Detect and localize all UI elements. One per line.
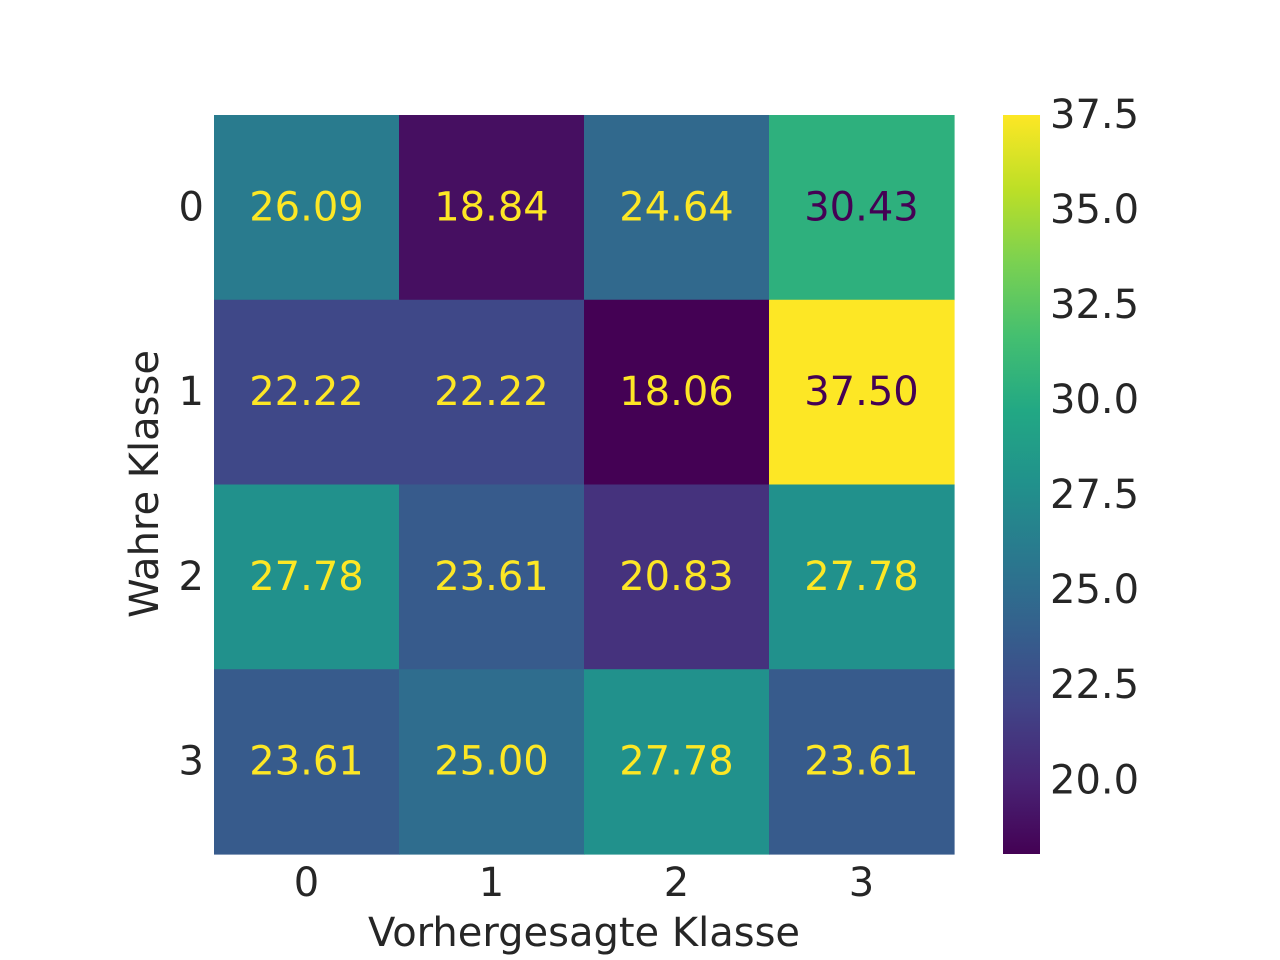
colorbar-tick-label-3: 27.5	[1050, 472, 1139, 518]
colorbar-tick-label-6: 35.0	[1050, 187, 1139, 233]
colorbar-tick-label-0: 20.0	[1050, 757, 1139, 803]
heatmap-cell-r3-c3	[769, 669, 955, 855]
colorbar-ticks: 20.0 22.5 25.0 27.5 30.0 32.5 35.0 37.5	[1050, 92, 1139, 803]
colorbar	[1003, 115, 1040, 854]
x-axis-ticks: 0 1 2 3	[294, 860, 874, 906]
heatmap-cell-label-r1-c0: 22.22	[249, 369, 364, 415]
heatmap-cell-r3-c2	[584, 669, 770, 855]
y-tick-label-2: 2	[179, 554, 204, 600]
heatmap-cell-label-r3-c1: 25.00	[434, 739, 549, 785]
y-axis-label: Wahre Klasse	[122, 350, 168, 618]
y-tick-label-0: 0	[179, 184, 204, 230]
heatmap-cell-label-r1-c3: 37.50	[804, 369, 919, 415]
heatmap-cell-r1-c1	[399, 299, 585, 486]
heatmap-cell-r1-c2	[584, 299, 770, 486]
heatmap-cell-r1-c0	[214, 299, 400, 486]
heatmap-cell-r3-c0	[214, 669, 400, 855]
heatmap-cell-label-r1-c1: 22.22	[434, 369, 549, 415]
heatmap-cell-r2-c2	[584, 484, 770, 670]
heatmap-cell-label-r0-c2: 24.64	[619, 184, 734, 230]
heatmap-cell-label-r0-c1: 18.84	[434, 184, 549, 230]
heatmap-cell-label-r3-c3: 23.61	[804, 739, 919, 785]
x-axis-label: Vorhergesagte Klasse	[368, 910, 800, 956]
heatmap-cell-r2-c3	[769, 484, 955, 670]
y-axis-ticks: 0 1 2 3	[179, 184, 204, 784]
heatmap-cell-label-r0-c3: 30.43	[804, 184, 919, 230]
heatmap-cell-r1-c3	[769, 299, 955, 486]
heatmap-cell-label-r2-c1: 23.61	[434, 554, 549, 600]
heatmap-cell-r0-c3	[769, 115, 955, 301]
heatmap-cell-label-r1-c2: 18.06	[619, 369, 734, 415]
x-tick-label-3: 3	[849, 860, 874, 906]
y-tick-label-1: 1	[179, 369, 204, 415]
heatmap-cell-label-r2-c0: 27.78	[249, 554, 364, 600]
colorbar-tick-label-7: 37.5	[1050, 92, 1139, 138]
heatmap-cell-label-r0-c0: 26.09	[249, 184, 364, 230]
heatmap-cell-r3-c1	[399, 669, 585, 855]
heatmap-cells	[214, 115, 955, 855]
heatmap-cell-label-r2-c2: 20.83	[619, 554, 734, 600]
colorbar-tick-label-5: 32.5	[1050, 282, 1139, 328]
colorbar-tick-label-2: 25.0	[1050, 567, 1139, 613]
heatmap-cell-r0-c0	[214, 115, 400, 301]
colorbar-tick-label-1: 22.5	[1050, 662, 1139, 708]
heatmap-cell-r0-c1	[399, 115, 585, 301]
heatmap-cell-label-r3-c2: 27.78	[619, 739, 734, 785]
colorbar-tick-label-4: 30.0	[1050, 377, 1139, 423]
y-tick-label-3: 3	[179, 739, 204, 785]
heatmap-cell-r2-c0	[214, 484, 400, 670]
x-tick-label-2: 2	[664, 860, 689, 906]
heatmap-cell-labels: 26.09 18.84 24.64 30.43 22.22 22.22 18.06 37.50…	[249, 184, 919, 784]
heatmap-cell-label-r3-c0: 23.61	[249, 739, 364, 785]
heatmap-cell-label-r2-c3: 27.78	[804, 554, 919, 600]
x-tick-label-1: 1	[479, 860, 504, 906]
heatmap-cell-r2-c1	[399, 484, 585, 670]
heatmap-cell-r0-c2	[584, 115, 770, 301]
x-tick-label-0: 0	[294, 860, 319, 906]
